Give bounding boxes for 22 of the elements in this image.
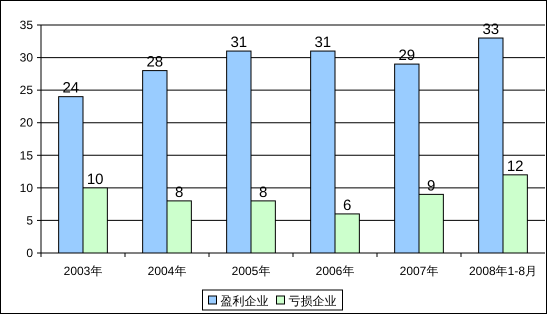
y-tick-label: 25	[20, 83, 34, 98]
y-tick-label: 20	[20, 116, 34, 130]
data-label: 31	[314, 34, 332, 52]
x-tick-label: 2008年1-8月	[468, 264, 538, 278]
data-label: 12	[506, 158, 524, 175]
x-tick-label: 2005年	[232, 264, 270, 278]
y-tick-label: 0	[26, 246, 34, 260]
y-tick-label: 15	[20, 148, 34, 162]
y-tick-label: 10	[20, 180, 34, 195]
y-tick-label: 30	[20, 50, 34, 65]
x-tick-label: 2007年	[400, 264, 438, 278]
data-label: 31	[230, 34, 248, 52]
x-tick-label: 2006年	[316, 264, 354, 278]
x-tick-label: 2004年	[148, 264, 186, 278]
data-label: 6	[343, 196, 352, 214]
legend-label: 亏损企业	[288, 294, 336, 308]
legend-label: 盈利企业	[220, 294, 268, 308]
data-label: 10	[86, 170, 104, 188]
x-tick-label: 2003年	[64, 264, 102, 278]
y-tick-label: 35	[20, 18, 34, 32]
data-label: 28	[146, 54, 164, 71]
y-tick-label: 5	[26, 213, 34, 228]
